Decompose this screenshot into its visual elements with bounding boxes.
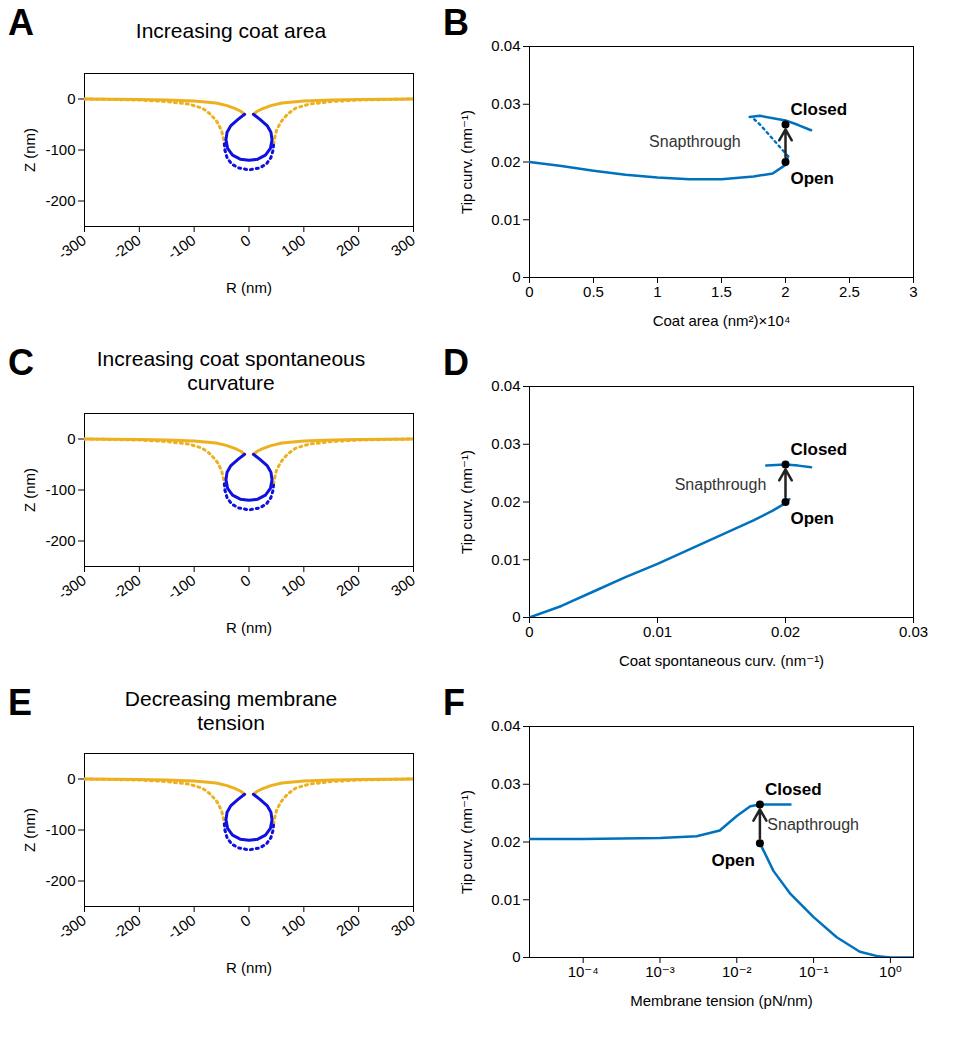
svg-text:-300: -300 [55, 911, 89, 942]
html-text:D: D [443, 342, 469, 383]
svg-text:-100: -100 [164, 231, 198, 262]
svg-text:10⁻³: 10⁻³ [645, 963, 675, 980]
svg-text:Tip curv. (nm⁻¹): Tip curv. (nm⁻¹) [458, 110, 475, 214]
svg-text:Closed: Closed [791, 440, 848, 459]
svg-text:-200: -200 [109, 911, 143, 942]
svg-text:2.5: 2.5 [839, 283, 860, 300]
svg-text:-200: -200 [45, 872, 75, 889]
svg-text:1.5: 1.5 [711, 283, 732, 300]
svg-text:Snapthrough: Snapthrough [767, 816, 859, 833]
svg-text:0.04: 0.04 [491, 717, 520, 734]
svg-text:200: 200 [333, 231, 363, 259]
svg-text:0: 0 [67, 770, 75, 787]
html-text:A: A [8, 2, 34, 43]
svg-text:10⁻¹: 10⁻¹ [799, 963, 829, 980]
svg-text:0.02: 0.02 [771, 623, 800, 640]
svg-text:3: 3 [909, 283, 917, 300]
html-text:E: E [8, 682, 32, 723]
svg-text:100: 100 [278, 911, 308, 939]
svg-text:R (nm): R (nm) [226, 619, 272, 636]
svg-text:0: 0 [67, 90, 75, 107]
svg-text:200: 200 [333, 571, 363, 599]
svg-text:Open: Open [711, 851, 754, 870]
svg-text:Snapthrough: Snapthrough [675, 476, 767, 493]
svg-text:Open: Open [791, 509, 834, 528]
svg-text:Coat area (nm²)×10⁴: Coat area (nm²)×10⁴ [653, 312, 791, 329]
svg-text:Membrane tension (pN/nm): Membrane tension (pN/nm) [630, 992, 813, 1009]
svg-text:-200: -200 [109, 571, 143, 602]
html-text:Decreasing membrane tension: Decreasing membrane tension [124, 687, 338, 734]
svg-text:Open: Open [791, 169, 834, 188]
svg-text:R (nm): R (nm) [226, 279, 272, 296]
svg-text:Z (nm): Z (nm) [21, 468, 38, 512]
svg-text:-100: -100 [45, 481, 75, 498]
svg-text:0.5: 0.5 [583, 283, 604, 300]
svg-text:R (nm): R (nm) [226, 959, 272, 976]
svg-text:0: 0 [525, 623, 533, 640]
svg-text:0.02: 0.02 [491, 833, 520, 850]
svg-text:Closed: Closed [791, 100, 848, 119]
svg-text:0.01: 0.01 [643, 623, 672, 640]
html-text:Increasing coat area: Increasing coat area [135, 19, 327, 42]
svg-text:-100: -100 [164, 571, 198, 602]
html-text:B: B [443, 2, 469, 43]
svg-text:Snapthrough: Snapthrough [649, 133, 741, 150]
svg-text:200: 200 [333, 911, 363, 939]
svg-text:0: 0 [237, 571, 254, 590]
html-text:F: F [443, 682, 465, 723]
svg-text:10⁰: 10⁰ [879, 963, 902, 980]
svg-text:-200: -200 [45, 192, 75, 209]
svg-text:-300: -300 [55, 231, 89, 262]
svg-text:0: 0 [237, 231, 254, 250]
svg-text:300: 300 [388, 911, 418, 939]
svg-text:10⁻⁴: 10⁻⁴ [568, 963, 599, 980]
svg-text:0: 0 [512, 948, 520, 965]
svg-text:300: 300 [388, 231, 418, 259]
svg-text:Z (nm): Z (nm) [21, 808, 38, 852]
svg-text:100: 100 [278, 231, 308, 259]
svg-text:Coat spontaneous curv. (nm⁻¹): Coat spontaneous curv. (nm⁻¹) [619, 652, 824, 669]
svg-text:Closed: Closed [765, 780, 822, 799]
svg-text:-300: -300 [55, 571, 89, 602]
svg-text:0.03: 0.03 [899, 623, 928, 640]
svg-text:-100: -100 [164, 911, 198, 942]
svg-text:300: 300 [388, 571, 418, 599]
svg-text:0.01: 0.01 [491, 891, 520, 908]
svg-text:0.04: 0.04 [491, 377, 520, 394]
html-text:Increasing coat spontaneous cu: Increasing coat spontaneous curvature [96, 347, 366, 394]
svg-text:Z (nm): Z (nm) [21, 128, 38, 172]
svg-text:1: 1 [653, 283, 661, 300]
svg-text:0: 0 [512, 608, 520, 625]
svg-text:0.02: 0.02 [491, 153, 520, 170]
svg-text:0.03: 0.03 [491, 435, 520, 452]
svg-text:0.01: 0.01 [491, 211, 520, 228]
svg-text:0.02: 0.02 [491, 493, 520, 510]
svg-text:100: 100 [278, 571, 308, 599]
svg-text:0.03: 0.03 [491, 95, 520, 112]
svg-text:10⁻²: 10⁻² [722, 963, 752, 980]
svg-text:-200: -200 [109, 231, 143, 262]
svg-text:-100: -100 [45, 821, 75, 838]
svg-text:0.03: 0.03 [491, 775, 520, 792]
svg-text:0: 0 [525, 283, 533, 300]
svg-text:Tip curv. (nm⁻¹): Tip curv. (nm⁻¹) [458, 790, 475, 894]
svg-text:0.04: 0.04 [491, 37, 520, 54]
svg-text:-200: -200 [45, 532, 75, 549]
svg-text:0.01: 0.01 [491, 551, 520, 568]
svg-text:0: 0 [237, 911, 254, 930]
svg-text:2: 2 [781, 283, 789, 300]
svg-text:-100: -100 [45, 141, 75, 158]
svg-text:0: 0 [512, 268, 520, 285]
svg-text:0: 0 [67, 430, 75, 447]
svg-text:Tip curv. (nm⁻¹): Tip curv. (nm⁻¹) [458, 450, 475, 554]
html-text:C: C [8, 342, 34, 383]
